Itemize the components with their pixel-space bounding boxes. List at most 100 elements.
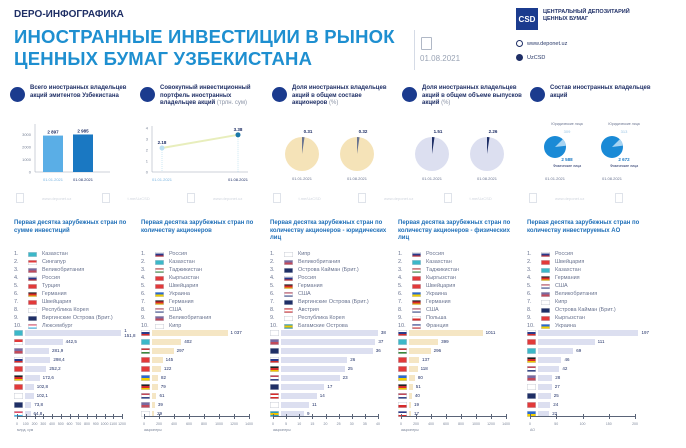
bar bbox=[281, 338, 376, 345]
watermark-icon bbox=[358, 193, 366, 203]
rank-number: 6. bbox=[270, 291, 275, 297]
watermark-icon bbox=[443, 193, 452, 203]
bar-value-label: 51 bbox=[415, 384, 421, 389]
list-item: 4. Россия bbox=[14, 274, 113, 282]
flag-icon bbox=[541, 259, 550, 265]
data-point bbox=[159, 145, 165, 151]
kpi-date-label: 01.08.2021 bbox=[602, 176, 623, 181]
legal-label: Юридические лица bbox=[551, 122, 582, 126]
flag-icon bbox=[155, 259, 164, 265]
bar bbox=[152, 329, 228, 336]
flag-icon bbox=[155, 315, 164, 321]
rank-number: 10. bbox=[398, 323, 406, 329]
y-tick-label: 4 bbox=[146, 126, 149, 131]
telegram-link[interactable]: UzCSD bbox=[516, 54, 545, 61]
list-item: 5. США bbox=[527, 282, 616, 290]
kpi-bar-label: 2 897 bbox=[47, 130, 59, 135]
y-tick-label: 0 bbox=[146, 170, 149, 175]
x-tick bbox=[104, 414, 106, 419]
kpi-unit: (трлн. сум) bbox=[216, 100, 247, 106]
bar-chart: 1 151,8 442,5 281,9 298,4 252,2 172,6 102,8 102… bbox=[14, 328, 139, 418]
flag-icon bbox=[155, 323, 164, 329]
rank-number: 5. bbox=[398, 283, 403, 289]
country-name: Казахстан bbox=[555, 267, 581, 273]
rank-number: 5. bbox=[270, 283, 275, 289]
flag-icon bbox=[527, 383, 536, 390]
rank-number: 7. bbox=[141, 299, 146, 305]
bar-row: 197 bbox=[527, 328, 652, 337]
list-item: 4. Кыргызстан bbox=[398, 274, 459, 282]
x-tick-label: 200 bbox=[413, 422, 419, 426]
watermark-text: t.me/UzCSD bbox=[127, 196, 150, 201]
x-tick-label: 5 bbox=[285, 422, 288, 426]
bar-row: 281,9 bbox=[14, 346, 139, 355]
country-list: 1. Кипр 2. Великобритания 3. Острова Кайман (… bbox=[270, 250, 369, 330]
list-item: 10. Украина bbox=[527, 322, 616, 330]
country-name: Кыргызстан bbox=[169, 275, 199, 281]
x-tick-label: 10 bbox=[297, 422, 302, 426]
legal-slice bbox=[555, 139, 566, 147]
bar-row: 296 bbox=[398, 346, 523, 355]
bar-value-label: 1 151,8 bbox=[124, 327, 136, 338]
y-tick-label: 3000 bbox=[22, 132, 32, 137]
x-tick bbox=[325, 414, 327, 419]
rank-number: 6. bbox=[398, 291, 403, 297]
flag-icon bbox=[527, 347, 536, 354]
bar-value-label: 17 bbox=[327, 384, 333, 389]
rank-number: 3. bbox=[14, 267, 19, 273]
bar bbox=[25, 401, 32, 408]
country-name: Виргинские Острова (Брит.) bbox=[298, 299, 369, 305]
bar-value-label: 298,4 bbox=[53, 357, 65, 362]
flag-icon bbox=[141, 329, 150, 336]
flag-icon bbox=[270, 401, 279, 408]
country-name: Украина bbox=[426, 291, 447, 297]
bar bbox=[409, 392, 412, 399]
bar-row: 1 037 bbox=[141, 328, 266, 337]
flag-icon bbox=[141, 383, 150, 390]
flag-icon bbox=[284, 275, 293, 281]
bar bbox=[409, 329, 483, 336]
x-axis-label: акционеры bbox=[273, 428, 291, 432]
flag-icon bbox=[28, 267, 37, 273]
flag-icon bbox=[141, 365, 150, 372]
x-tick bbox=[378, 414, 379, 419]
x-tick-label: 200 bbox=[156, 422, 162, 426]
kpi-unit: (%) bbox=[441, 100, 451, 106]
flag-icon bbox=[141, 347, 150, 354]
bar-row: 82 bbox=[141, 373, 266, 382]
x-tick-label: 1100 bbox=[109, 422, 118, 426]
bar bbox=[538, 374, 553, 381]
flag-icon bbox=[398, 365, 407, 372]
kpi-date-label: 01.01.2021 bbox=[545, 176, 566, 181]
bar bbox=[152, 356, 163, 363]
bar-value-label: 26 bbox=[350, 357, 356, 362]
flag-icon bbox=[284, 323, 293, 329]
x-tick bbox=[78, 414, 80, 419]
rank-number: 4. bbox=[141, 275, 146, 281]
x-tick bbox=[556, 414, 558, 419]
country-list: 1. Казахстан 2. Сингапур 3. Великобритания 4. Р… bbox=[14, 250, 113, 330]
flag-icon bbox=[270, 392, 279, 399]
watermark-icon bbox=[16, 193, 24, 203]
bar bbox=[25, 383, 34, 390]
x-tick-label: 100 bbox=[22, 422, 29, 426]
kpi-title-text: Всего иностранных владельцев акций эмите… bbox=[30, 85, 127, 99]
kpi-bar-chart: 0 1000 2000 3000 2 897 01.01.2021 2 985 01.08.2… bbox=[22, 124, 110, 182]
bar-value-label: 79 bbox=[160, 384, 166, 389]
country-name: Россия bbox=[169, 251, 188, 257]
kpi-date-label: 01.08.2021 bbox=[73, 177, 94, 182]
flag-icon bbox=[398, 383, 407, 390]
flag-icon bbox=[155, 307, 164, 313]
x-tick-label: 35 bbox=[362, 422, 367, 426]
flag-icon bbox=[398, 347, 407, 354]
bar-value-label: 25 bbox=[553, 393, 559, 398]
bar-value-label: 172,6 bbox=[42, 375, 54, 380]
flag-icon bbox=[541, 275, 550, 281]
rank-number: 9. bbox=[527, 315, 532, 321]
x-tick-label: 1000 bbox=[472, 422, 480, 426]
rank-number: 1. bbox=[270, 251, 275, 257]
kpi-date-label: 01.01.2021 bbox=[43, 177, 64, 182]
flag-icon bbox=[412, 307, 421, 313]
flag-icon bbox=[28, 259, 37, 265]
website-link[interactable]: www.deponet.uz bbox=[516, 40, 567, 47]
